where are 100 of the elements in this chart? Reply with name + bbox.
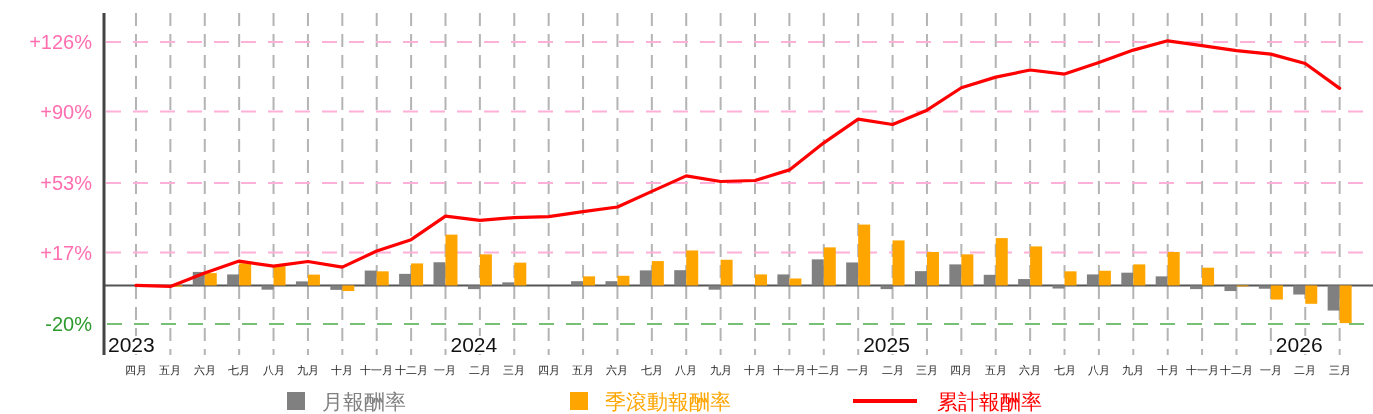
bar — [261, 285, 274, 290]
bar — [1190, 285, 1203, 290]
x-tick-label: 十二月 — [1219, 364, 1253, 376]
bar — [605, 281, 618, 286]
bar — [583, 276, 596, 286]
bar — [789, 278, 802, 286]
bar — [1086, 274, 1099, 286]
bar — [273, 266, 286, 286]
bar — [811, 259, 824, 286]
x-tick-label: 五月 — [984, 364, 1007, 376]
y-tick-label: +126% — [29, 30, 93, 53]
bar — [1121, 272, 1134, 286]
x-tick-label: 六月 — [1019, 364, 1042, 376]
x-tick-label: 八月 — [262, 364, 285, 376]
annotation: 2026 — [1275, 333, 1323, 356]
x-tick-label: 八月 — [1087, 364, 1110, 376]
annotation: 2023 — [108, 333, 155, 356]
bar — [823, 247, 836, 286]
x-tick-label: 一月 — [1259, 364, 1282, 376]
x-tick-label: 十一月 — [772, 364, 806, 376]
bar — [502, 282, 515, 286]
bar — [983, 274, 996, 286]
x-tick-label: 三月 — [1328, 364, 1351, 376]
bar — [926, 252, 939, 286]
bar — [479, 254, 492, 286]
x-tick-label: 七月 — [228, 364, 251, 376]
bar — [514, 262, 527, 286]
bar — [1052, 285, 1065, 289]
bar — [777, 274, 790, 286]
x-tick-label: 六月 — [193, 364, 216, 376]
bar — [1224, 285, 1237, 292]
bar — [1327, 285, 1340, 311]
annotation: 2024 — [450, 333, 498, 356]
bar — [651, 261, 664, 286]
x-tick-label: 十一月 — [360, 364, 394, 376]
x-tick-label: 七月 — [1053, 364, 1076, 376]
bar — [467, 285, 480, 290]
x-tick-label: 八月 — [675, 364, 698, 376]
y-tick-label: +17% — [40, 241, 93, 264]
x-tick-label: 十一月 — [1185, 364, 1219, 376]
x-tick-label: 一月 — [434, 364, 457, 376]
bar — [961, 254, 974, 286]
bar — [949, 264, 962, 286]
x-tick-label: 十月 — [1156, 364, 1179, 376]
bar — [376, 271, 389, 286]
bar — [342, 285, 355, 292]
bar — [204, 273, 217, 286]
bar — [639, 270, 652, 286]
legend-label: 月報酬率 — [322, 390, 406, 413]
legend-label: 季滾動報酬率 — [605, 390, 731, 413]
x-tick-label: 七月 — [640, 364, 663, 376]
bar — [1305, 285, 1318, 304]
bar — [411, 263, 424, 286]
x-tick-label: 二月 — [468, 364, 491, 376]
bar — [846, 262, 859, 286]
bar — [686, 250, 699, 286]
bar — [755, 274, 768, 286]
bar — [1339, 285, 1352, 324]
x-tick-label: 九月 — [709, 364, 732, 376]
y-tick-label: +53% — [40, 172, 93, 195]
bar — [674, 270, 687, 286]
bar — [295, 281, 308, 286]
bar — [227, 274, 240, 286]
annotation: 2025 — [863, 333, 910, 356]
bar — [914, 271, 927, 286]
bar — [1030, 246, 1043, 286]
y-tick-label: +90% — [40, 100, 93, 123]
x-tick-label: 十月 — [331, 364, 354, 376]
x-tick-label: 二月 — [1294, 364, 1317, 376]
bar — [1270, 285, 1283, 300]
x-tick-label: 二月 — [881, 364, 904, 376]
x-tick-label: 四月 — [950, 364, 973, 376]
x-tick-label: 十二月 — [394, 364, 428, 376]
bar — [1258, 285, 1271, 289]
bar — [445, 234, 458, 286]
bar — [995, 238, 1008, 286]
bar — [617, 275, 630, 286]
x-tick-label: 四月 — [537, 364, 560, 376]
bar — [364, 270, 377, 286]
bar — [1155, 276, 1168, 286]
x-tick-label: 十月 — [744, 364, 767, 376]
legend-label: 累計報酬率 — [937, 390, 1042, 413]
bar — [720, 259, 733, 286]
x-tick-label: 五月 — [159, 364, 182, 376]
bar — [571, 281, 584, 286]
x-tick-label: 九月 — [1122, 364, 1145, 376]
bar — [880, 285, 893, 290]
bar — [1098, 270, 1111, 286]
x-tick-label: 三月 — [915, 364, 938, 376]
bar — [433, 262, 446, 286]
bar — [239, 263, 252, 286]
x-tick-label: 五月 — [572, 364, 595, 376]
x-tick-label: 四月 — [124, 364, 147, 376]
bar — [399, 273, 412, 286]
bar — [1202, 267, 1215, 286]
bar — [307, 274, 320, 286]
bar — [1018, 279, 1031, 286]
bar — [892, 240, 905, 286]
x-tick-label: 九月 — [296, 364, 319, 376]
bar — [708, 285, 721, 290]
